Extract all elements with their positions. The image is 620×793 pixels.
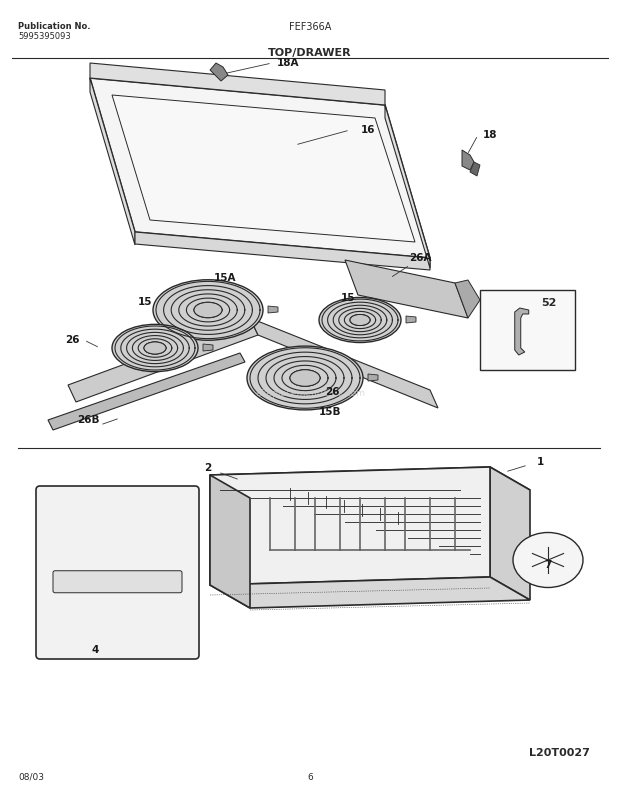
Text: 15A: 15A [214, 273, 236, 283]
Polygon shape [268, 306, 278, 313]
Ellipse shape [513, 533, 583, 588]
Text: L20T0027: L20T0027 [529, 748, 590, 758]
Polygon shape [90, 63, 385, 105]
Text: 26: 26 [64, 335, 79, 345]
Polygon shape [210, 577, 530, 608]
Polygon shape [112, 95, 415, 242]
Polygon shape [455, 280, 480, 318]
Text: Publication No.: Publication No. [18, 22, 91, 31]
Polygon shape [210, 475, 250, 608]
Text: 1: 1 [536, 457, 544, 467]
Text: 15B: 15B [319, 407, 341, 417]
Ellipse shape [144, 342, 166, 354]
Text: 26: 26 [325, 387, 339, 397]
Bar [480, 290, 575, 370]
Text: eReplacementParts.com: eReplacementParts.com [255, 389, 365, 397]
Ellipse shape [247, 346, 363, 410]
FancyBboxPatch shape [36, 486, 199, 659]
Text: 4: 4 [91, 645, 99, 655]
Polygon shape [203, 344, 213, 351]
Polygon shape [515, 308, 529, 355]
Polygon shape [345, 260, 468, 318]
Polygon shape [90, 78, 135, 245]
Text: 08/03: 08/03 [18, 773, 44, 782]
Ellipse shape [290, 370, 320, 386]
Polygon shape [385, 105, 430, 268]
Ellipse shape [350, 315, 370, 325]
Ellipse shape [194, 302, 222, 318]
Text: 52: 52 [541, 298, 556, 308]
Polygon shape [406, 316, 416, 323]
Ellipse shape [112, 324, 198, 372]
Polygon shape [90, 78, 430, 258]
Polygon shape [135, 232, 430, 270]
Polygon shape [210, 467, 530, 498]
Ellipse shape [290, 370, 320, 386]
Text: 16: 16 [361, 125, 375, 135]
Polygon shape [250, 318, 438, 408]
Text: 2: 2 [205, 463, 211, 473]
Ellipse shape [350, 315, 370, 325]
Polygon shape [210, 63, 228, 81]
Ellipse shape [194, 302, 222, 318]
Text: 18A: 18A [277, 58, 299, 68]
Text: FEF366A: FEF366A [289, 22, 331, 32]
FancyBboxPatch shape [53, 571, 182, 592]
Text: 15: 15 [138, 297, 153, 307]
Text: 5995395093: 5995395093 [18, 32, 71, 41]
Ellipse shape [153, 280, 263, 340]
Polygon shape [368, 374, 378, 381]
Text: TOP/DRAWER: TOP/DRAWER [268, 48, 352, 58]
Polygon shape [68, 318, 258, 402]
Polygon shape [462, 150, 474, 170]
Text: 18: 18 [483, 130, 497, 140]
Polygon shape [210, 467, 490, 585]
Polygon shape [470, 162, 480, 176]
Ellipse shape [144, 342, 166, 354]
Text: 26A: 26A [409, 253, 432, 263]
Polygon shape [490, 467, 530, 600]
Polygon shape [48, 353, 245, 430]
Text: 7: 7 [544, 560, 552, 570]
Text: 15: 15 [341, 293, 355, 303]
Text: 6: 6 [307, 773, 313, 782]
Text: 26B: 26B [77, 415, 99, 425]
Ellipse shape [319, 297, 401, 343]
